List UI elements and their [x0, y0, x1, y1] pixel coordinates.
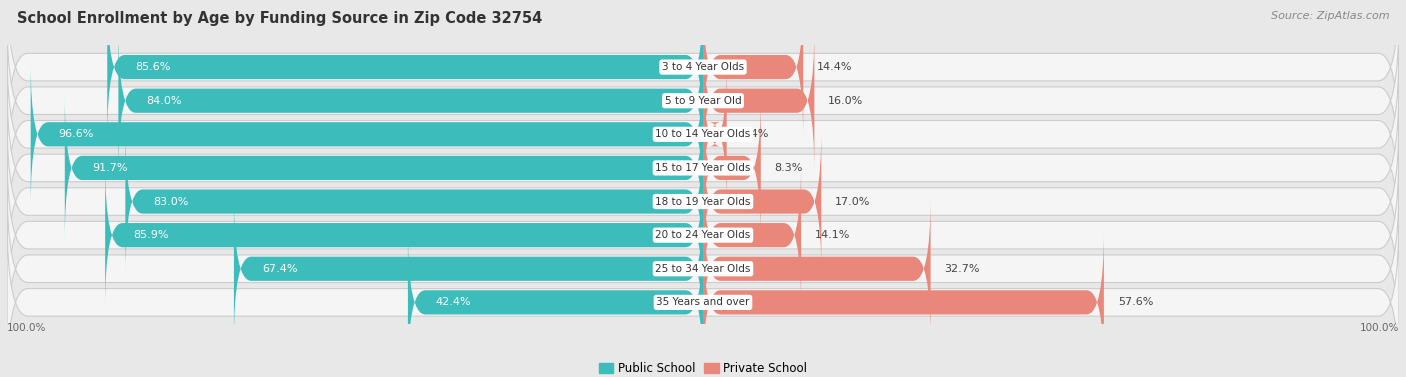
- FancyBboxPatch shape: [7, 182, 1399, 356]
- FancyBboxPatch shape: [703, 29, 814, 173]
- Text: 85.6%: 85.6%: [135, 62, 170, 72]
- FancyBboxPatch shape: [125, 130, 703, 273]
- Text: 18 to 19 Year Olds: 18 to 19 Year Olds: [655, 196, 751, 207]
- Text: 14.4%: 14.4%: [817, 62, 852, 72]
- FancyBboxPatch shape: [7, 215, 1399, 377]
- FancyBboxPatch shape: [107, 0, 703, 139]
- Text: 57.6%: 57.6%: [1118, 297, 1153, 307]
- FancyBboxPatch shape: [105, 163, 703, 307]
- Text: 85.9%: 85.9%: [134, 230, 169, 240]
- Text: 8.3%: 8.3%: [775, 163, 803, 173]
- FancyBboxPatch shape: [118, 29, 703, 173]
- FancyBboxPatch shape: [7, 47, 1399, 221]
- FancyBboxPatch shape: [703, 230, 1104, 374]
- FancyBboxPatch shape: [31, 62, 703, 206]
- Text: 84.0%: 84.0%: [146, 96, 181, 106]
- FancyBboxPatch shape: [703, 0, 803, 139]
- FancyBboxPatch shape: [408, 230, 703, 374]
- Text: 3.4%: 3.4%: [741, 129, 769, 139]
- FancyBboxPatch shape: [7, 81, 1399, 255]
- Legend: Public School, Private School: Public School, Private School: [593, 357, 813, 377]
- FancyBboxPatch shape: [703, 130, 821, 273]
- FancyBboxPatch shape: [703, 62, 727, 206]
- Text: 91.7%: 91.7%: [93, 163, 128, 173]
- Text: 100.0%: 100.0%: [1360, 323, 1399, 333]
- FancyBboxPatch shape: [703, 163, 801, 307]
- Text: Source: ZipAtlas.com: Source: ZipAtlas.com: [1271, 11, 1389, 21]
- Text: 15 to 17 Year Olds: 15 to 17 Year Olds: [655, 163, 751, 173]
- Text: 17.0%: 17.0%: [835, 196, 870, 207]
- Text: 100.0%: 100.0%: [7, 323, 46, 333]
- Text: 3 to 4 Year Olds: 3 to 4 Year Olds: [662, 62, 744, 72]
- FancyBboxPatch shape: [65, 96, 703, 240]
- Text: 5 to 9 Year Old: 5 to 9 Year Old: [665, 96, 741, 106]
- FancyBboxPatch shape: [703, 96, 761, 240]
- Text: School Enrollment by Age by Funding Source in Zip Code 32754: School Enrollment by Age by Funding Sour…: [17, 11, 543, 26]
- FancyBboxPatch shape: [7, 148, 1399, 322]
- Text: 25 to 34 Year Olds: 25 to 34 Year Olds: [655, 264, 751, 274]
- FancyBboxPatch shape: [703, 197, 931, 341]
- FancyBboxPatch shape: [7, 0, 1399, 154]
- Text: 14.1%: 14.1%: [815, 230, 851, 240]
- FancyBboxPatch shape: [7, 115, 1399, 288]
- FancyBboxPatch shape: [7, 14, 1399, 188]
- Text: 83.0%: 83.0%: [153, 196, 188, 207]
- Text: 16.0%: 16.0%: [828, 96, 863, 106]
- Text: 67.4%: 67.4%: [262, 264, 297, 274]
- Text: 32.7%: 32.7%: [945, 264, 980, 274]
- Text: 35 Years and over: 35 Years and over: [657, 297, 749, 307]
- Text: 96.6%: 96.6%: [59, 129, 94, 139]
- Text: 10 to 14 Year Olds: 10 to 14 Year Olds: [655, 129, 751, 139]
- Text: 20 to 24 Year Olds: 20 to 24 Year Olds: [655, 230, 751, 240]
- Text: 42.4%: 42.4%: [436, 297, 471, 307]
- FancyBboxPatch shape: [233, 197, 703, 341]
